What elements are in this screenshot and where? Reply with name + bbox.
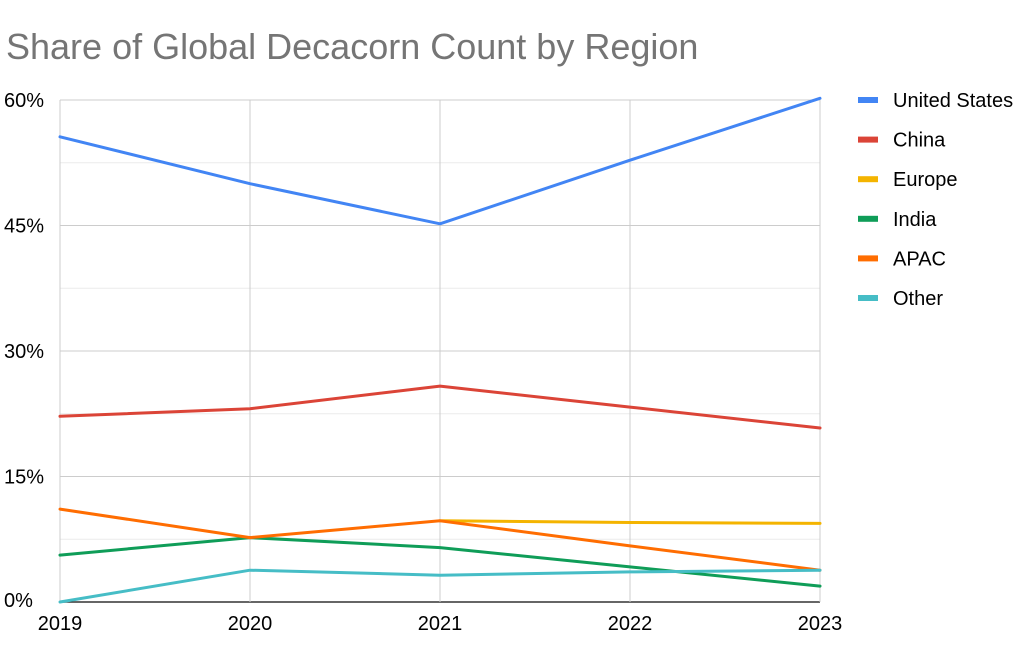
x-tick-label: 2020 — [228, 613, 273, 635]
legend-label-india: India — [893, 209, 937, 231]
y-tick-label: 45% — [4, 216, 44, 238]
series-lines — [58, 96, 822, 604]
legend-label-europe: Europe — [893, 169, 958, 191]
legend-swatch-other — [858, 295, 878, 301]
chart-title: Share of Global Decacorn Count by Region — [6, 26, 699, 67]
legend-label-other: Other — [893, 288, 943, 310]
axes: 0% 15% 30% 45% 60% 2019 2020 2021 2022 2023 — [4, 90, 842, 635]
series-line-europe — [438, 519, 822, 525]
x-tick-label: 2021 — [418, 613, 463, 635]
legend: United States China Europe India APAC Other — [858, 90, 1013, 310]
legend-label-united-states: United States — [893, 90, 1013, 112]
series-line-united-states — [58, 96, 822, 226]
series-line-other — [58, 568, 822, 604]
y-tick-label: 0% — [4, 590, 33, 612]
y-tick-label: 30% — [4, 341, 44, 363]
series-line-india — [58, 536, 822, 588]
legend-label-apac: APAC — [893, 248, 946, 270]
y-tick-label: 15% — [4, 467, 44, 489]
grid — [59, 99, 821, 603]
y-tick-label: 60% — [4, 90, 44, 112]
legend-swatch-united-states — [858, 97, 878, 103]
series-line-apac — [58, 507, 822, 572]
x-tick-label: 2022 — [608, 613, 653, 635]
x-tick-label: 2019 — [38, 613, 83, 635]
series-line-china — [58, 384, 822, 430]
legend-label-china: China — [893, 130, 946, 152]
legend-swatch-china — [858, 136, 878, 143]
legend-swatch-apac — [858, 255, 878, 262]
x-tick-label: 2023 — [798, 613, 843, 635]
legend-swatch-europe — [858, 176, 878, 183]
legend-swatch-india — [858, 215, 878, 222]
